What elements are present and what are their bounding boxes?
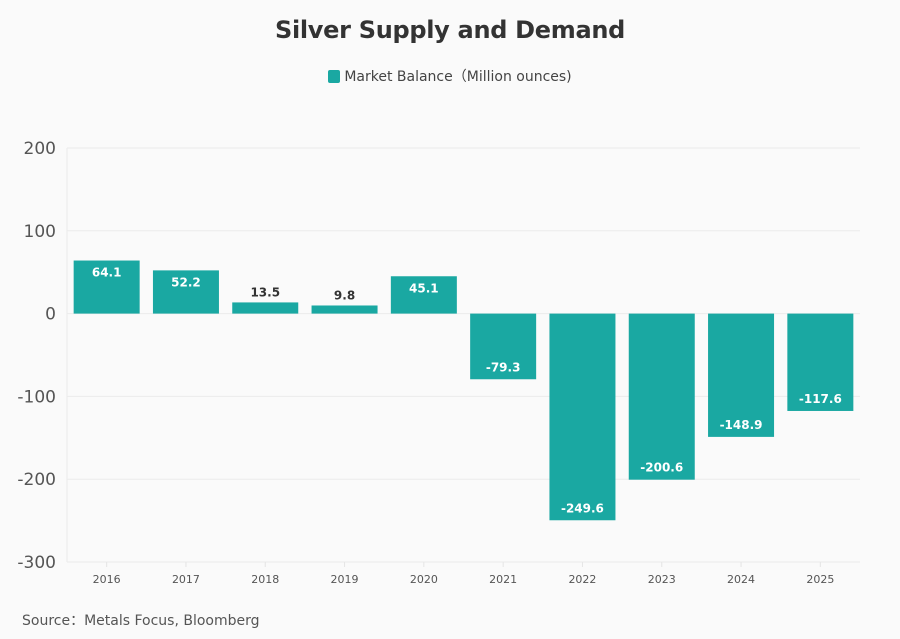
bar-2023 (628, 313, 695, 480)
x-tick-label: 2021 (489, 573, 517, 586)
x-tick-label: 2018 (251, 573, 279, 586)
data-label-2022: -249.6 (561, 501, 604, 515)
bar-2017 (152, 270, 219, 314)
data-label-2023: -200.6 (640, 461, 683, 475)
bar-2019 (311, 305, 378, 314)
data-label-2016: 64.1 (92, 266, 122, 280)
x-tick-label: 2023 (648, 573, 676, 586)
y-tick-label: -200 (17, 470, 56, 490)
x-tick-label: 2016 (93, 573, 121, 586)
x-tick-label: 2017 (172, 573, 200, 586)
data-label-2021: -79.3 (486, 360, 521, 374)
source-note: Source：Metals Focus, Bloomberg (22, 613, 260, 629)
x-tick-label: 2025 (806, 573, 834, 586)
x-tick-label: 2024 (727, 573, 755, 586)
x-tick-label: 2019 (331, 573, 359, 586)
data-label-2020: 45.1 (409, 281, 439, 295)
bar-2025 (787, 313, 854, 411)
y-tick-label: -100 (17, 387, 56, 407)
legend-label: Market Balance（Million ounces) (344, 69, 572, 85)
bar-2020 (390, 276, 457, 314)
bar-2018 (232, 302, 299, 314)
y-tick-label: 100 (24, 222, 56, 242)
legend-swatch (328, 69, 341, 83)
bar-2021 (470, 313, 537, 380)
y-tick-label: -300 (17, 553, 56, 573)
bar-2016 (73, 260, 140, 314)
x-tick-label: 2020 (410, 573, 438, 586)
legend: Market Balance（Million ounces) (0, 66, 900, 86)
data-label-2024: -148.9 (720, 418, 763, 432)
data-label-2018: 13.5 (250, 285, 280, 299)
bar-2022 (549, 313, 616, 521)
x-tick-label: 2022 (568, 573, 596, 586)
data-label-2025: -117.6 (799, 392, 842, 406)
data-label-2019: 9.8 (334, 288, 355, 302)
chart-title: Silver Supply and Demand (274, 16, 626, 44)
data-label-2017: 52.2 (171, 275, 201, 289)
bar-2024 (708, 313, 775, 437)
y-tick-label: 0 (45, 305, 56, 325)
y-tick-label: 200 (24, 139, 56, 159)
